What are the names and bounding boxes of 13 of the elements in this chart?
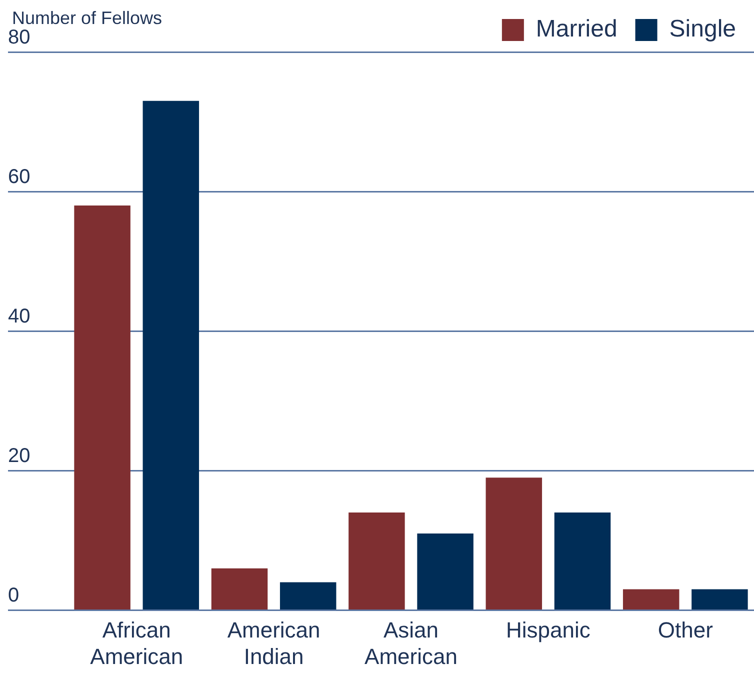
- legend-label: Single: [669, 16, 736, 43]
- y-tick-label: 0: [8, 584, 20, 607]
- x-tick-label: Other: [658, 617, 713, 642]
- y-tick-label: 80: [8, 26, 30, 49]
- x-tick-label: African American: [90, 617, 184, 669]
- legend-label: Married: [536, 16, 618, 43]
- y-tick-label: 20: [8, 445, 30, 468]
- y-axis-title: Number of Fellows: [12, 8, 162, 28]
- y-tick-label: 60: [8, 166, 30, 188]
- y-tick-label: 40: [8, 306, 30, 328]
- x-tick-label: Hispanic: [506, 617, 590, 642]
- x-tick-label: Asian American: [364, 617, 458, 669]
- x-tick-label: American Indian: [227, 617, 320, 669]
